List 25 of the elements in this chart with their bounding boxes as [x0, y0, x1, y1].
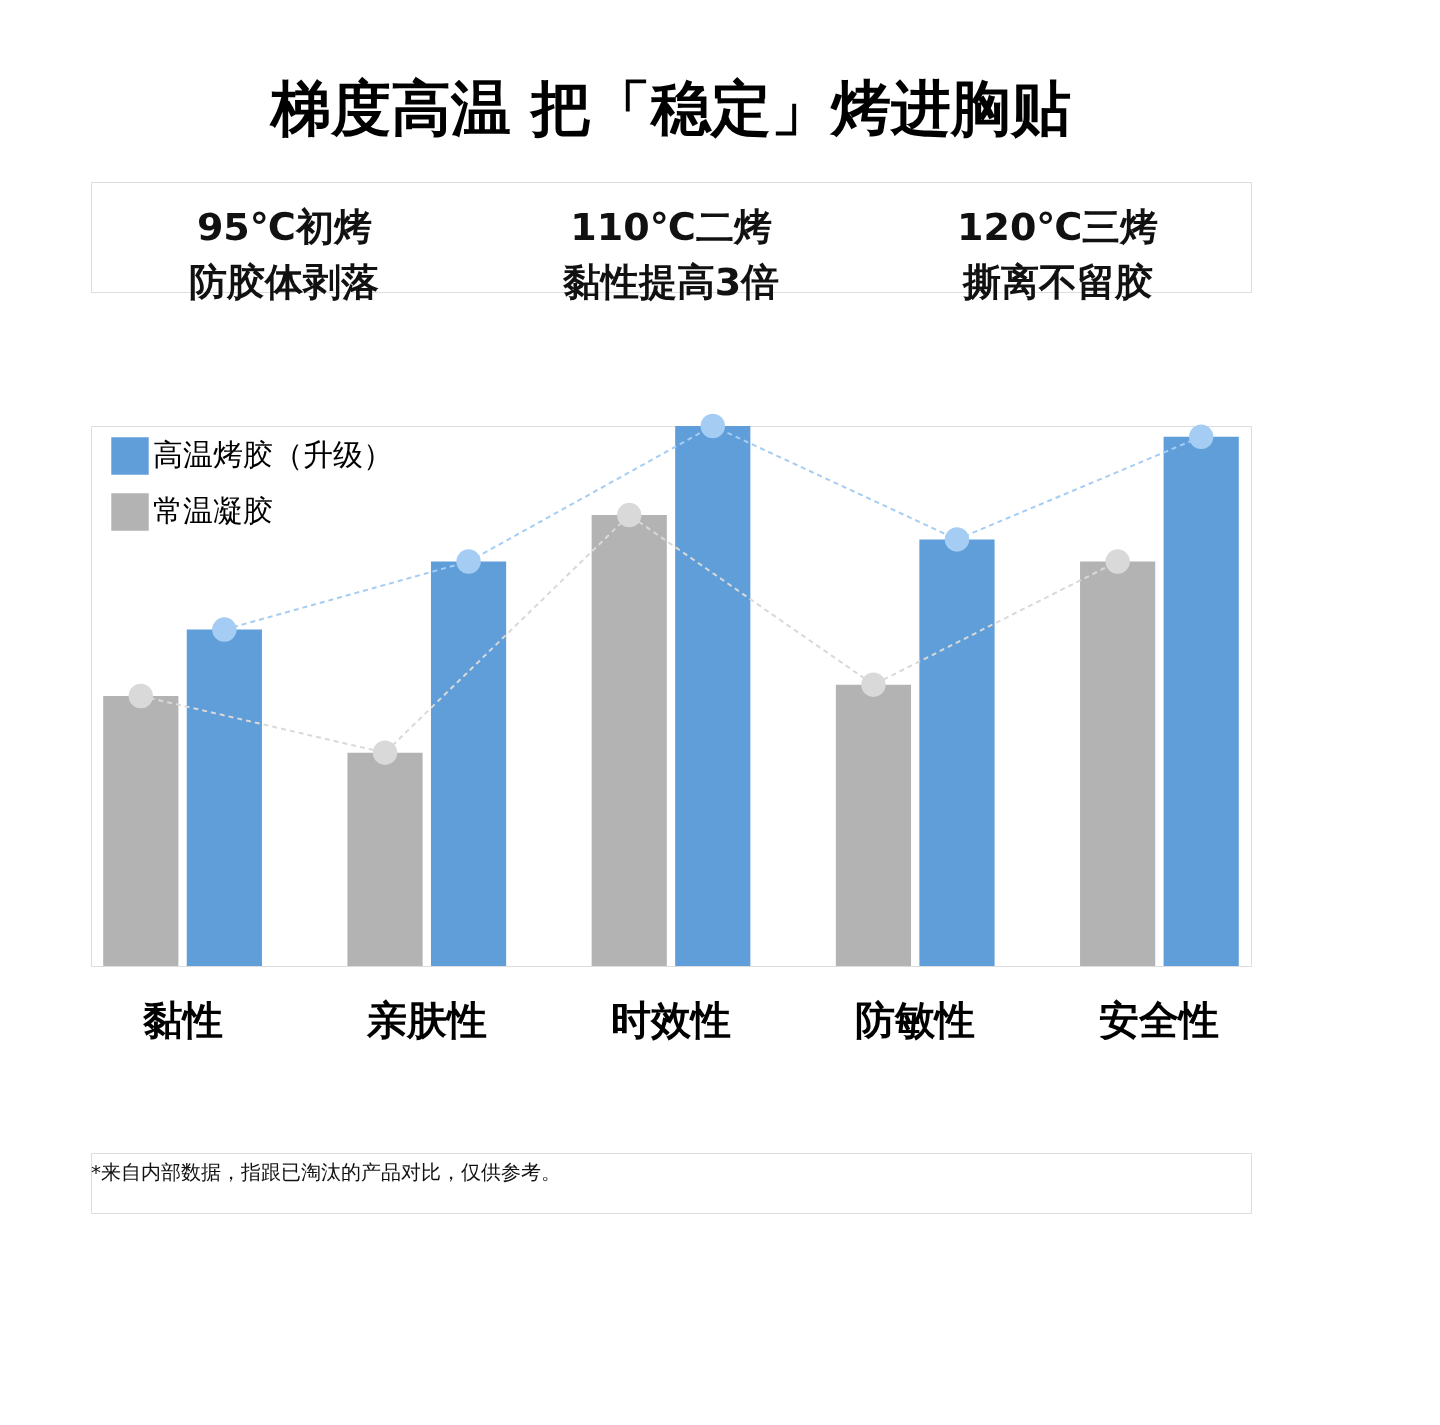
x-tick-label: 防敏性: [855, 996, 976, 1043]
bar: [1163, 436, 1239, 966]
x-tick-label: 安全性: [1099, 996, 1220, 1043]
x-tick-label: 黏性: [141, 996, 223, 1043]
bar: [186, 629, 262, 966]
text: 110℃二烤: [570, 204, 772, 249]
x-tick-label: 亲肤性: [365, 996, 487, 1043]
bar: [347, 752, 423, 966]
bar: [919, 539, 995, 966]
bar: [430, 561, 507, 966]
bar: [675, 426, 751, 966]
legend-label: 高温烤胶（升级）: [153, 437, 393, 472]
bar: [835, 684, 912, 966]
text: 120℃三烤: [956, 204, 1159, 249]
text: 防胶体剥落: [189, 259, 380, 304]
text: *来自内部数据，指跟已淘汰的产品对比，仅供参考。: [91, 1160, 561, 1184]
bar: [103, 696, 179, 966]
bar: [1080, 561, 1156, 966]
text: 黏性提高3倍: [561, 259, 780, 304]
text: 95℃初烤: [196, 204, 372, 249]
chart-title: 梯度高温 把「稳定」烤进胸贴: [268, 72, 1072, 143]
text: 撕离不留胶: [961, 259, 1153, 304]
bar: [591, 515, 667, 966]
legend-label: 常温凝胶: [153, 493, 273, 528]
x-tick-label: 时效性: [611, 996, 731, 1043]
